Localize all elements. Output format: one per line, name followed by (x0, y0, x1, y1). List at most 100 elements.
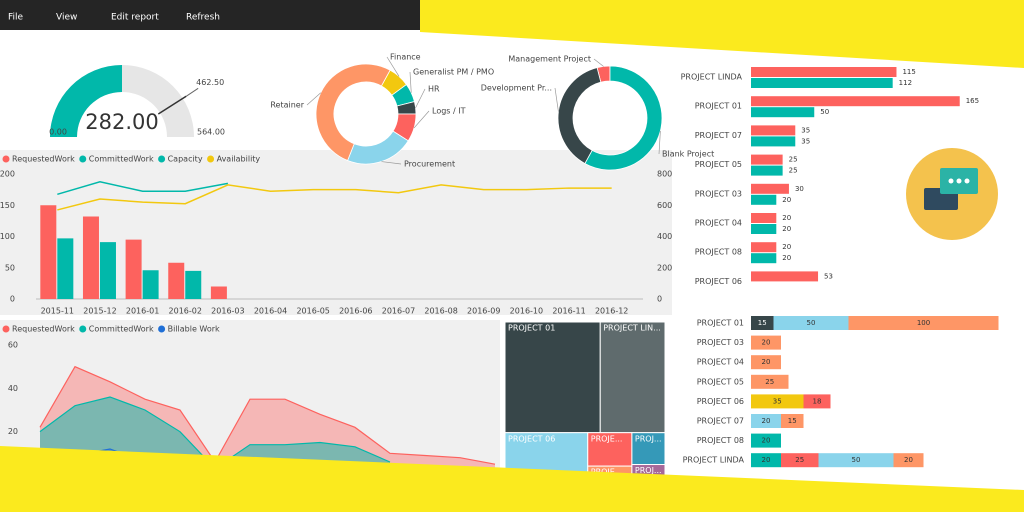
data-label: 30 (795, 185, 804, 193)
donut-label: Blank Project (662, 150, 714, 159)
bar (125, 239, 142, 299)
y2-tick-label: 200 (657, 263, 672, 272)
data-label: 50 (852, 456, 861, 464)
legend-label: Capacity (168, 155, 203, 164)
bar-segment (818, 453, 894, 468)
icon-dot (948, 178, 954, 184)
bar (168, 262, 185, 299)
y-tick-label: 20 (8, 427, 18, 436)
y-tick-label: 60 (8, 341, 18, 350)
y-tick-label: PROJECT 05 (695, 160, 742, 169)
data-label: 25 (789, 156, 798, 164)
x-tick-label: 2015-11 (41, 307, 74, 316)
bar-segment (751, 414, 781, 428)
y-tick-label: PROJECT 07 (697, 417, 744, 426)
y-tick-label: PROJECT 05 (697, 377, 744, 386)
y2-tick-label: 400 (657, 232, 672, 241)
bar-segment (781, 453, 819, 468)
bar (751, 96, 960, 107)
bar (751, 125, 796, 136)
y-tick-label: 40 (8, 384, 18, 393)
bar (185, 270, 202, 299)
y-tick-label: 200 (0, 170, 15, 179)
area-line (39, 365, 496, 465)
legend-marker (79, 325, 87, 333)
x-tick-label: 2016-02 (169, 307, 202, 316)
gauge-value-label: 282.00 (85, 110, 158, 134)
y-tick-label: PROJECT 06 (695, 277, 742, 286)
bar-segment (781, 414, 804, 428)
data-label: 20 (762, 358, 771, 366)
data-label: 25 (795, 456, 804, 464)
y-tick-label: 0 (10, 295, 15, 304)
menu-item[interactable]: View (56, 13, 77, 23)
bar-segment (751, 335, 781, 350)
bar (210, 286, 227, 299)
data-label: 20 (904, 456, 913, 464)
donut-label: Logs / IT (432, 107, 466, 116)
bar (751, 213, 777, 223)
legend-label: CommittedWork (89, 325, 154, 334)
treemap-label: PROJECT 06 (508, 434, 555, 443)
bar-segment (893, 453, 924, 468)
data-label: 20 (782, 214, 791, 222)
bar (751, 253, 777, 264)
bar-segment (751, 394, 804, 409)
bar-segment (751, 453, 781, 468)
treemap-cell (599, 321, 666, 434)
legend-marker (2, 325, 10, 333)
donut-label: Procurement (404, 160, 455, 169)
y-tick-label: PROJECT 04 (697, 358, 744, 367)
data-label: 20 (762, 437, 771, 445)
y-tick-label: PROJECT 03 (697, 338, 744, 347)
y-tick-label: PROJECT 01 (697, 319, 744, 328)
icon-dot (964, 178, 970, 184)
bar-segment (848, 316, 999, 330)
bar (40, 205, 57, 299)
bar (751, 154, 783, 165)
x-tick-label: 2016-05 (296, 307, 329, 316)
data-label: 100 (917, 319, 930, 327)
x-tick-label: 2016-07 (382, 307, 415, 316)
y-tick-label: 150 (0, 201, 15, 210)
leader (658, 130, 661, 155)
legend-label: RequestedWork (12, 155, 75, 164)
line (57, 181, 229, 196)
data-label: 35 (801, 137, 810, 145)
menu-item[interactable]: File (8, 13, 24, 23)
bar (751, 242, 777, 253)
line (57, 184, 612, 211)
y-tick-label: PROJECT 01 (695, 102, 742, 111)
legend-marker (158, 155, 166, 163)
data-label: 35 (801, 126, 810, 134)
bar (751, 194, 777, 205)
legend-label: Billable Work (168, 325, 220, 334)
treemap-cell (504, 321, 601, 434)
x-tick-label: 2015-12 (83, 307, 116, 316)
data-label: 35 (773, 397, 782, 405)
bar-segment (751, 316, 774, 330)
donut-slice (315, 63, 391, 162)
y-tick-label: PROJECT 04 (695, 219, 742, 228)
y-tick-label: PROJECT 08 (697, 436, 744, 445)
leader (306, 92, 321, 106)
leader (381, 161, 402, 165)
menu-item[interactable]: Edit report (111, 13, 159, 23)
data-label: 112 (899, 79, 912, 87)
donut-label: Development Pr... (481, 84, 552, 93)
y-tick-label: 100 (0, 232, 15, 241)
bar-segment (803, 394, 831, 409)
legend-label: CommittedWork (89, 155, 154, 164)
y-tick-label: PROJECT LINDA (681, 73, 743, 82)
y-tick-label: PROJECT LINDA (683, 456, 745, 465)
legend-marker (158, 325, 166, 333)
treemap-label: PROJECT LIN... (603, 324, 661, 333)
bar (751, 107, 815, 118)
menu-item[interactable]: Refresh (186, 13, 220, 23)
x-tick-label: 2016-03 (211, 307, 244, 316)
icon-dot (956, 178, 962, 184)
treemap-label: PROJ... (635, 434, 662, 443)
legend-marker (2, 155, 10, 163)
leader (409, 71, 412, 93)
